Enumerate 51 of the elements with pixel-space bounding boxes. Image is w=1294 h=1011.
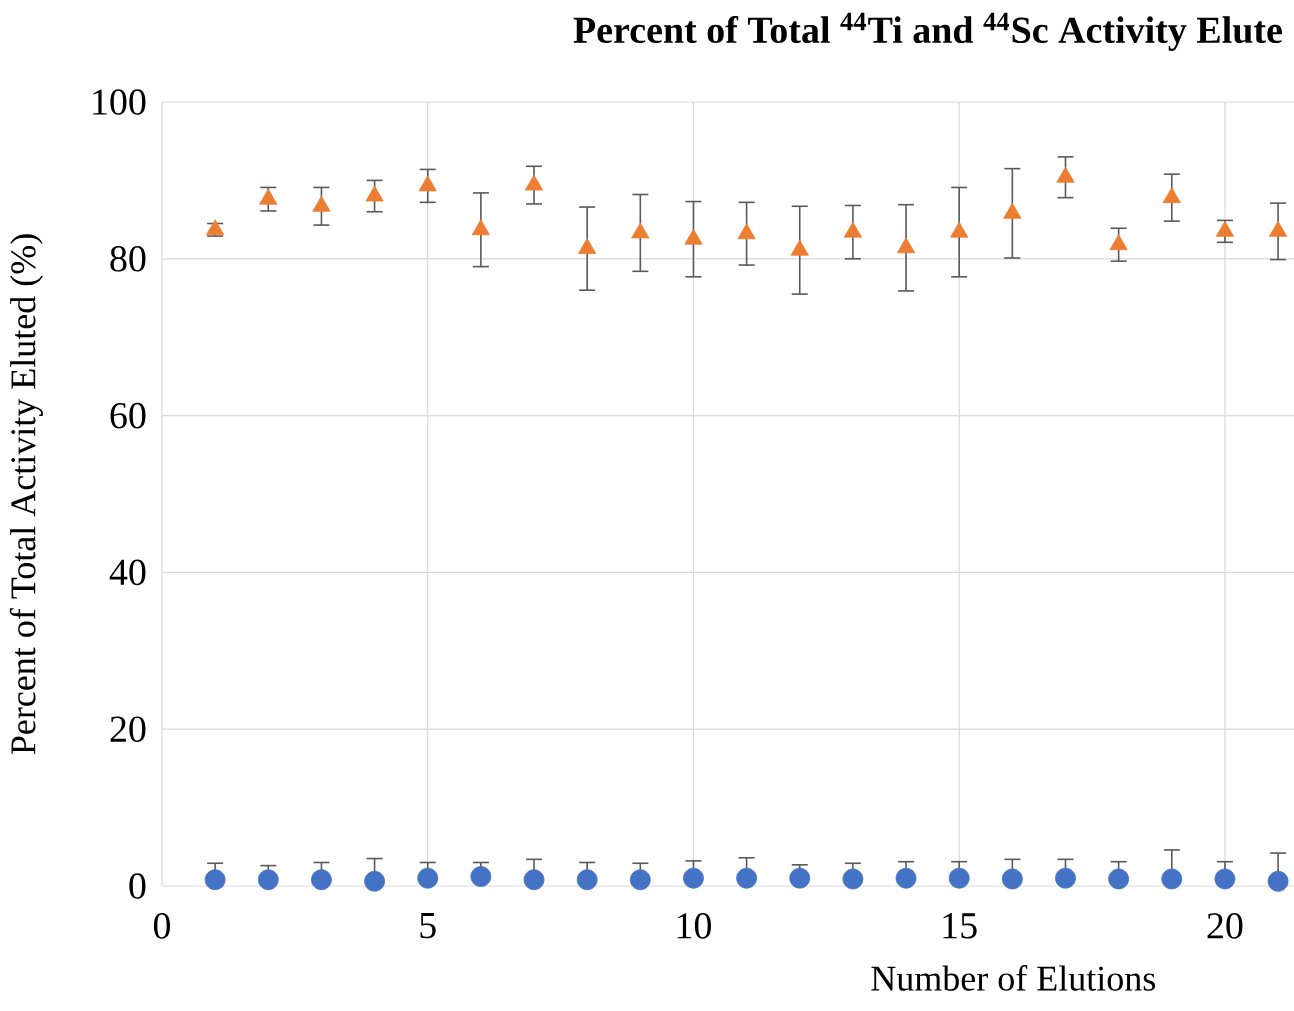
- y-tick-label: 40: [109, 559, 146, 586]
- point: [631, 222, 650, 239]
- point: [312, 195, 331, 212]
- point: [737, 223, 756, 240]
- point: [684, 228, 703, 245]
- point: [1214, 868, 1236, 890]
- point: [950, 221, 969, 238]
- y-tick-label: 60: [110, 402, 146, 429]
- point: [311, 869, 332, 891]
- point: [1109, 234, 1128, 251]
- y-tick-label: 20: [110, 716, 146, 743]
- point: [948, 867, 970, 889]
- chart-title: Percent of Total $^{44}$Ti and $^{44}$Sc Activity Elute: [573, 12, 1282, 51]
- point: [1001, 868, 1023, 890]
- point: [842, 868, 864, 890]
- point: [629, 869, 651, 891]
- point: [364, 870, 385, 892]
- point: [204, 869, 226, 891]
- point: [417, 867, 439, 889]
- x-tick-label: 10: [677, 913, 711, 939]
- point: [470, 866, 492, 887]
- point: [736, 867, 758, 889]
- x-tick-label: 5: [420, 913, 436, 939]
- point: [790, 239, 809, 256]
- y-tick-label: 100: [93, 89, 146, 115]
- point: [1055, 867, 1076, 889]
- point: [1108, 868, 1130, 890]
- y-axis-title: Percent of Total Activity Eluted (%): [9, 234, 43, 755]
- point: [1003, 202, 1022, 219]
- point: [1162, 187, 1181, 204]
- point: [576, 869, 598, 891]
- x-tick-label: 15: [943, 913, 977, 939]
- point: [1056, 166, 1075, 183]
- point: [1161, 868, 1183, 890]
- point: [523, 869, 545, 891]
- point: [524, 174, 544, 191]
- point: [365, 185, 384, 202]
- point: [257, 869, 279, 891]
- x-axis-title: Number of Elutions: [871, 965, 1155, 991]
- y-tick-label: 80: [110, 245, 146, 272]
- point: [843, 221, 862, 238]
- y-tick-label: 0: [129, 873, 146, 899]
- point: [418, 175, 437, 192]
- x-tick-label: 0: [153, 913, 171, 939]
- point: [683, 867, 704, 889]
- point: [895, 867, 917, 889]
- point: [896, 237, 916, 254]
- point: [789, 867, 811, 889]
- point: [471, 219, 490, 236]
- x-tick-label: 20: [1207, 913, 1243, 939]
- point: [578, 238, 597, 254]
